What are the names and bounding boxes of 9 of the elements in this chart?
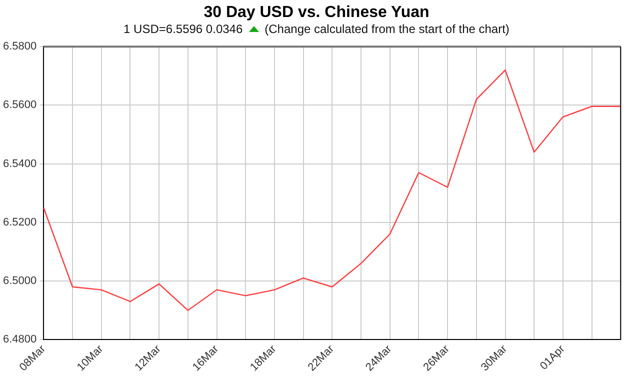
y-tick-label: 6.5800 [2, 40, 37, 53]
y-tick-label: 6.5000 [2, 275, 37, 288]
y-tick-label: 6.5600 [2, 99, 37, 112]
y-tick-label: 6.5200 [2, 216, 37, 228]
chart-title: 30 Day USD vs. Chinese Yuan [202, 3, 430, 22]
chart-subtitle: 1 USD=6.5596 0.0346 [124, 22, 243, 36]
text: (Change calculated from the start of the chart) [264, 22, 510, 36]
y-tick-label: 6.5400 [2, 158, 37, 170]
y-tick-label: 6.4800 [2, 334, 37, 346]
